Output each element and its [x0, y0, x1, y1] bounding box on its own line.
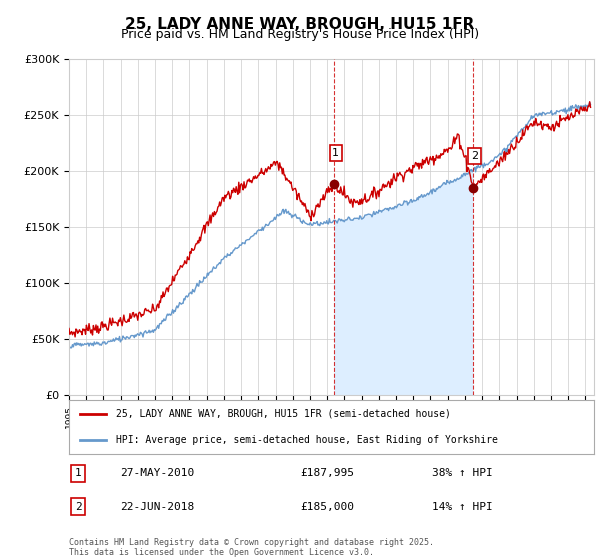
- Text: 22-JUN-2018: 22-JUN-2018: [120, 502, 194, 512]
- Text: Price paid vs. HM Land Registry's House Price Index (HPI): Price paid vs. HM Land Registry's House …: [121, 28, 479, 41]
- Text: HPI: Average price, semi-detached house, East Riding of Yorkshire: HPI: Average price, semi-detached house,…: [116, 435, 498, 445]
- Text: 38% ↑ HPI: 38% ↑ HPI: [432, 468, 493, 478]
- Text: £185,000: £185,000: [300, 502, 354, 512]
- Text: Contains HM Land Registry data © Crown copyright and database right 2025.
This d: Contains HM Land Registry data © Crown c…: [69, 538, 434, 557]
- Text: 2: 2: [74, 502, 82, 512]
- Text: 2: 2: [471, 151, 478, 161]
- Text: 25, LADY ANNE WAY, BROUGH, HU15 1FR (semi-detached house): 25, LADY ANNE WAY, BROUGH, HU15 1FR (sem…: [116, 409, 451, 419]
- Text: 1: 1: [332, 148, 340, 158]
- Text: 27-MAY-2010: 27-MAY-2010: [120, 468, 194, 478]
- Text: 25, LADY ANNE WAY, BROUGH, HU15 1FR: 25, LADY ANNE WAY, BROUGH, HU15 1FR: [125, 17, 475, 32]
- Text: 14% ↑ HPI: 14% ↑ HPI: [432, 502, 493, 512]
- Text: 1: 1: [74, 468, 82, 478]
- Text: £187,995: £187,995: [300, 468, 354, 478]
